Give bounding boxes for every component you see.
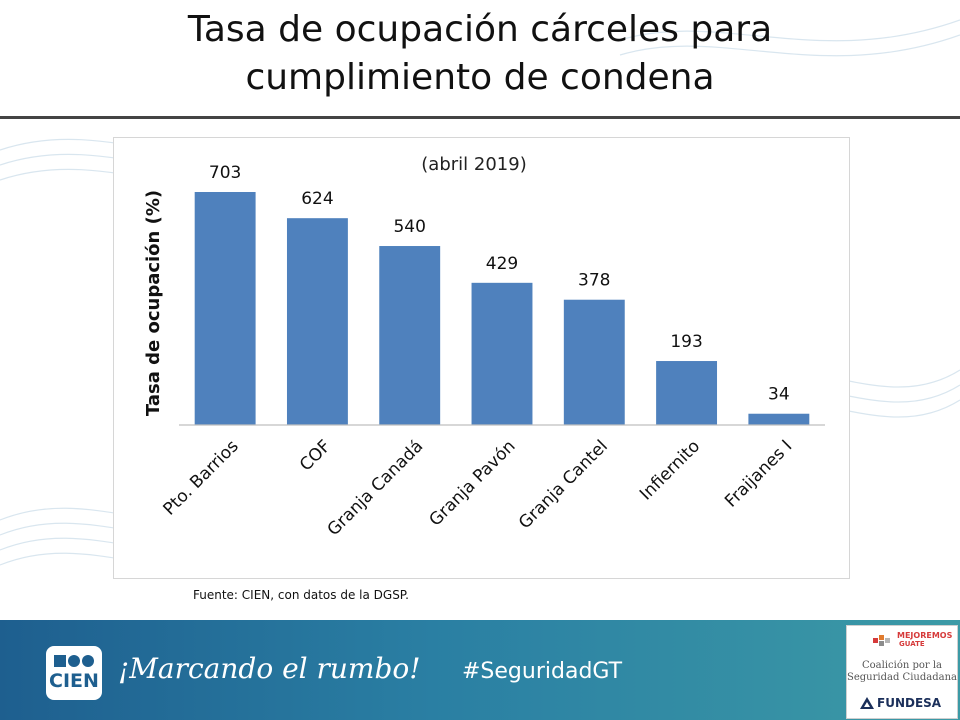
data-label-3: 540 xyxy=(393,217,425,237)
bar-1 xyxy=(194,192,256,425)
data-label-5: 378 xyxy=(578,271,610,291)
cien-logo-mark xyxy=(54,655,94,669)
x-tick-label-5: Granja Cantel xyxy=(515,436,612,533)
slogan: ¡Marcando el rumbo! xyxy=(118,652,421,685)
chart-title: (abril 2019) xyxy=(421,154,526,175)
slide-title-line1: Tasa de ocupación cárceles para xyxy=(187,9,773,50)
bar-5 xyxy=(563,299,625,425)
cien-logo-dot xyxy=(82,655,94,667)
fundesa-label: FUNDESA xyxy=(877,696,942,710)
slide-title-line2: cumplimiento de condena xyxy=(245,57,715,98)
x-tick-label-6: Infiernito xyxy=(636,436,704,504)
fundesa-icon xyxy=(860,697,874,709)
mejoremos-label: MEJOREMOS xyxy=(897,631,953,640)
data-label-4: 429 xyxy=(486,254,518,274)
slide-title: Tasa de ocupación cárceles para cumplimi… xyxy=(0,6,960,102)
cien-logo: CIEN xyxy=(46,646,102,700)
data-label-6: 193 xyxy=(670,332,702,352)
footer-band xyxy=(0,620,960,720)
partner-logos: MEJOREMOS GUATE Coalición por la Segurid… xyxy=(846,625,958,719)
bar-6 xyxy=(656,361,718,425)
x-tick-label-4: Granja Pavón xyxy=(425,436,519,530)
bar-chart: (abril 2019) Tasa de ocupación (%) 703 Pto.… xyxy=(143,154,825,540)
x-tick-label-1: Pto. Barrios xyxy=(160,436,243,519)
cien-logo-square xyxy=(54,655,66,667)
bar-3 xyxy=(379,246,441,425)
x-tick-label-7: Fraijanes I xyxy=(721,436,796,511)
bar-2 xyxy=(286,218,348,425)
coalition-line1: Coalición por la xyxy=(861,660,942,671)
bar-4 xyxy=(471,282,533,425)
cien-logo-text: CIEN xyxy=(49,670,99,692)
cien-logo-dot xyxy=(68,655,80,667)
data-label-1: 703 xyxy=(209,163,241,183)
x-tick-label-2: COF xyxy=(296,436,335,475)
title-divider xyxy=(0,116,960,119)
coalition-label: Coalición por la Seguridad Ciudadana xyxy=(847,660,957,684)
hashtag: #SeguridadGT xyxy=(462,659,623,684)
mejoremos-guate-icon xyxy=(873,635,890,646)
y-axis-label: Tasa de ocupación (%) xyxy=(143,190,164,416)
source-note: Fuente: CIEN, con datos de la DGSP. xyxy=(193,588,409,602)
x-tick-label-3: Granja Canadá xyxy=(324,436,428,540)
coalition-line2: Seguridad Ciudadana xyxy=(847,672,957,683)
bar-7 xyxy=(748,413,810,425)
data-label-7: 34 xyxy=(768,385,790,405)
data-label-2: 624 xyxy=(301,189,333,209)
guate-label: GUATE xyxy=(899,640,925,648)
